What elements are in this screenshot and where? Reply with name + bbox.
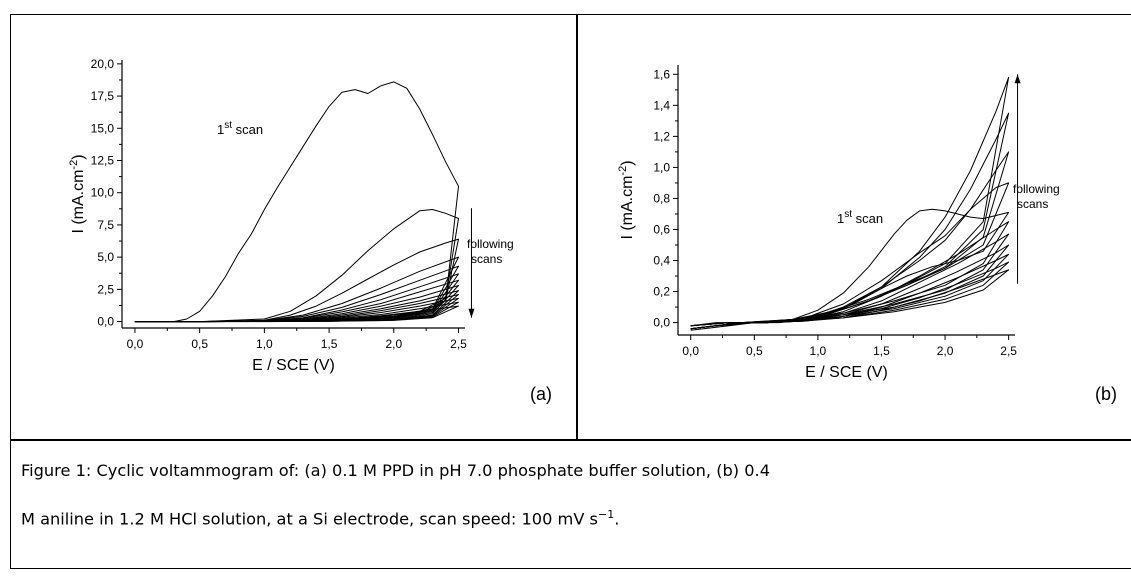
x-tick-label: 2,5 <box>450 337 467 351</box>
y-tick-label: 15,0 <box>91 121 115 135</box>
following-scan-curve <box>690 261 1010 330</box>
x-axis-label: E / SCE (V) <box>805 364 888 381</box>
y-tick-label: 0,8 <box>653 191 670 205</box>
x-tick-label: 0,0 <box>682 344 699 358</box>
y-tick-label: 0,2 <box>653 285 670 299</box>
x-tick-label: 1,5 <box>321 337 338 351</box>
following-scan-curve <box>134 305 459 323</box>
following-scans-label: following <box>1013 182 1060 196</box>
chart-b: 0,0 0,5 1,0 1,5 2,0 2,5 0,0 0,2 0,4 0,6 0,8 1,0 1,2 1… <box>617 65 1060 381</box>
following-scan-curve <box>690 269 1010 330</box>
chart-a: 0,0 0,5 1,0 1,5 2,0 2,5 0,0 2,5 5,0 7,5 10,0 12,5 15… <box>68 57 514 374</box>
caption-line-2-end: . <box>614 509 620 529</box>
x-tick-label: 1,0 <box>256 337 273 351</box>
y-tick-label: 12,5 <box>91 154 115 168</box>
y-tick-label: 10,0 <box>91 186 115 200</box>
caption-line-2: M aniline in 1.2 M HCl solution, at a Si… <box>21 493 1126 537</box>
y-axis-label: I (mA.cm-2) <box>68 154 87 233</box>
following-scan-curve <box>134 238 459 323</box>
x-tick-label: 1,5 <box>873 344 890 358</box>
following-scan-curve <box>690 151 1010 330</box>
following-scan-curve <box>134 279 459 323</box>
x-tick-label: 0,0 <box>127 337 144 351</box>
y-tick-label: 1,4 <box>653 98 670 112</box>
figure-caption: Figure 1: Cyclic voltammogram of: (a) 0.… <box>21 449 1126 537</box>
following-scans-label: scans <box>1017 197 1048 211</box>
y-tick-label: 1,2 <box>653 129 670 143</box>
first-scan-curve <box>134 81 459 323</box>
x-tick-label: 0,5 <box>191 337 208 351</box>
y-tick-label: 0,0 <box>97 315 114 329</box>
scan-direction-arrowhead <box>1014 74 1021 84</box>
y-tick-label: 1,0 <box>653 160 670 174</box>
panel-label-a: (a) <box>530 384 552 404</box>
y-tick-label: 0,6 <box>653 222 670 236</box>
x-tick-label: 2,0 <box>937 344 954 358</box>
x-tick-label: 1,0 <box>810 344 827 358</box>
y-axis-label: I (mA.cm-2) <box>617 160 636 239</box>
y-tick-label: 20,0 <box>91 57 115 71</box>
x-tick-label: 2,0 <box>385 337 402 351</box>
scan-direction-arrowhead <box>468 308 475 318</box>
following-scans-label: following <box>467 237 514 251</box>
x-tick-label: 2,5 <box>1000 344 1017 358</box>
following-scans-label: scans <box>471 252 502 266</box>
y-tick-label: 0,0 <box>653 316 670 330</box>
y-tick-label: 2,5 <box>97 282 114 296</box>
y-tick-label: 1,6 <box>653 67 670 81</box>
y-tick-label: 17,5 <box>91 89 115 103</box>
x-tick-label: 0,5 <box>746 344 763 358</box>
first-scan-label: 1st scan <box>837 209 883 226</box>
figure-table <box>10 14 1131 569</box>
y-tick-label: 5,0 <box>97 250 114 264</box>
panel-label-b: (b) <box>1095 384 1117 404</box>
y-tick-label: 0,4 <box>653 254 670 268</box>
y-tick-label: 7,5 <box>97 218 114 232</box>
caption-line-1: Figure 1: Cyclic voltammogram of: (a) 0.… <box>21 461 770 480</box>
caption-divider <box>10 439 1131 441</box>
panel-divider <box>576 14 578 440</box>
following-scan-curve <box>690 76 1010 330</box>
caption-line-2-superscript: −1 <box>597 508 615 521</box>
following-scan-curve <box>134 256 459 323</box>
caption-line-2-text: M aniline in 1.2 M HCl solution, at a Si… <box>21 509 598 529</box>
first-scan-label: 1st scan <box>217 120 263 137</box>
x-axis-label: E / SCE (V) <box>252 357 335 374</box>
